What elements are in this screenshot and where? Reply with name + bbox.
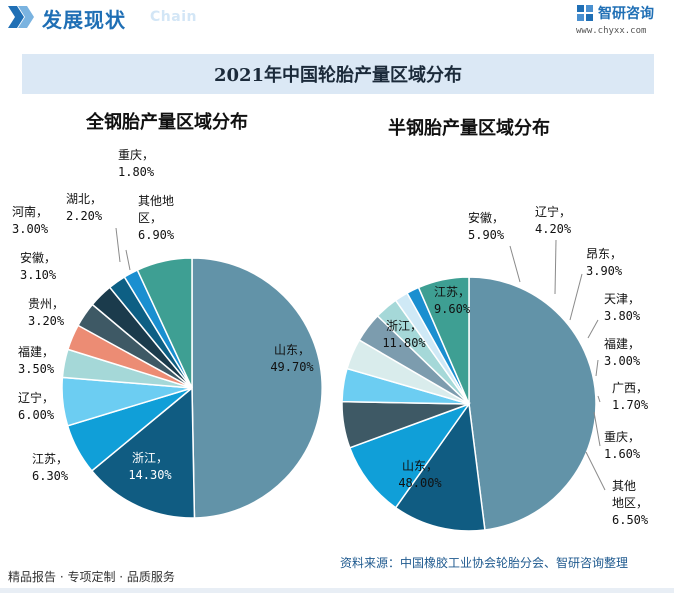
pie-slice-山东 bbox=[191, 257, 323, 519]
header-watermark-text: Chain bbox=[150, 9, 197, 25]
footer-slogan: 精品报告 · 专项定制 · 品质服务 bbox=[8, 570, 175, 584]
data-label-重庆: 重庆， 1.60% bbox=[604, 430, 641, 461]
pie-slice-山东 bbox=[468, 276, 597, 531]
pie-chart-2: 山东， 48.00% 浙江， 11.80% 江苏， 9.60% 安徽， 5.90% 辽宁， 4.2… bbox=[341, 204, 649, 532]
pie-slice-江苏 bbox=[348, 402, 472, 509]
data-label-安徽: 安徽， 5.90% bbox=[468, 210, 505, 242]
leader-line bbox=[597, 395, 601, 403]
pie-slice-浙江 bbox=[90, 386, 196, 519]
data-label-湖北: 湖北， 2.20% bbox=[66, 191, 103, 223]
data-source: 资料来源：中国橡胶工业协会轮胎分会、智研咨询整理 bbox=[340, 556, 629, 570]
leader-line bbox=[125, 249, 131, 271]
pie-slice-其他地区 bbox=[417, 276, 470, 405]
data-label-江苏: 江苏， 9.60% bbox=[434, 285, 471, 316]
pie-slice-浙江 bbox=[394, 401, 486, 532]
leader-line bbox=[593, 411, 601, 447]
leader-line bbox=[115, 227, 121, 263]
section-title: 发展现状 bbox=[42, 8, 126, 32]
data-label-其他地区: 其他地区， 6.50% bbox=[612, 479, 649, 527]
data-label-福建: 福建， 3.00% bbox=[604, 336, 641, 368]
pie-chart-1: 山东， 49.70% 浙江， 14.30% 江苏， 6.30% 辽宁， 6.00% 福建， 3.5… bbox=[12, 148, 323, 519]
brand-name: 智研咨询 bbox=[598, 6, 654, 22]
data-label-重庆: 重庆， 1.80% bbox=[118, 148, 155, 179]
main-title: 2021年中国轮胎产量区域分布 bbox=[22, 54, 654, 94]
data-label-浙江: 浙江， 11.80% bbox=[382, 319, 426, 350]
brand-url[interactable]: www.chyxx.com bbox=[576, 26, 647, 36]
brand-logo-icon bbox=[577, 5, 593, 21]
leader-line bbox=[554, 239, 557, 295]
data-label-广西: 广西， 1.70% bbox=[612, 381, 649, 412]
data-label-山东: 山东， 48.00% bbox=[398, 459, 442, 490]
double-chevron-icon bbox=[8, 6, 34, 28]
chart-title-all-steel: 全钢胎产量区域分布 bbox=[86, 112, 248, 133]
footer-divider bbox=[0, 588, 674, 593]
chart-title-semi-steel: 半钢胎产量区域分布 bbox=[388, 118, 550, 139]
data-label-辽宁: 辽宁， 6.00% bbox=[18, 390, 55, 422]
data-label-天津: 天津， 3.80% bbox=[604, 292, 641, 323]
pie-slice-其他地区 bbox=[136, 257, 193, 389]
leader-line bbox=[595, 359, 599, 377]
data-label-昂东: 昂东， 3.90% bbox=[586, 247, 623, 278]
data-label-福建: 福建， 3.50% bbox=[18, 344, 55, 376]
leader-line bbox=[569, 273, 583, 321]
leader-line bbox=[509, 245, 521, 283]
data-label-河南: 河南， 3.00% bbox=[12, 204, 49, 236]
leader-line bbox=[587, 319, 599, 339]
data-label-其他地区: 其他地区， 6.90% bbox=[138, 194, 175, 242]
data-label-安徽: 安徽， 3.10% bbox=[20, 250, 57, 282]
leader-line bbox=[585, 451, 606, 491]
header-bar: 发展现状 Chain 智研咨询 www.chyxx.com bbox=[0, 0, 674, 36]
data-label-辽宁: 辽宁， 4.20% bbox=[535, 204, 572, 236]
data-label-浙江: 浙江， 14.30% bbox=[128, 451, 172, 482]
data-label-贵州: 贵州， 3.20% bbox=[28, 297, 65, 328]
data-label-江苏: 江苏， 6.30% bbox=[32, 452, 69, 483]
data-label-山东: 山东， 49.70% bbox=[270, 343, 314, 374]
